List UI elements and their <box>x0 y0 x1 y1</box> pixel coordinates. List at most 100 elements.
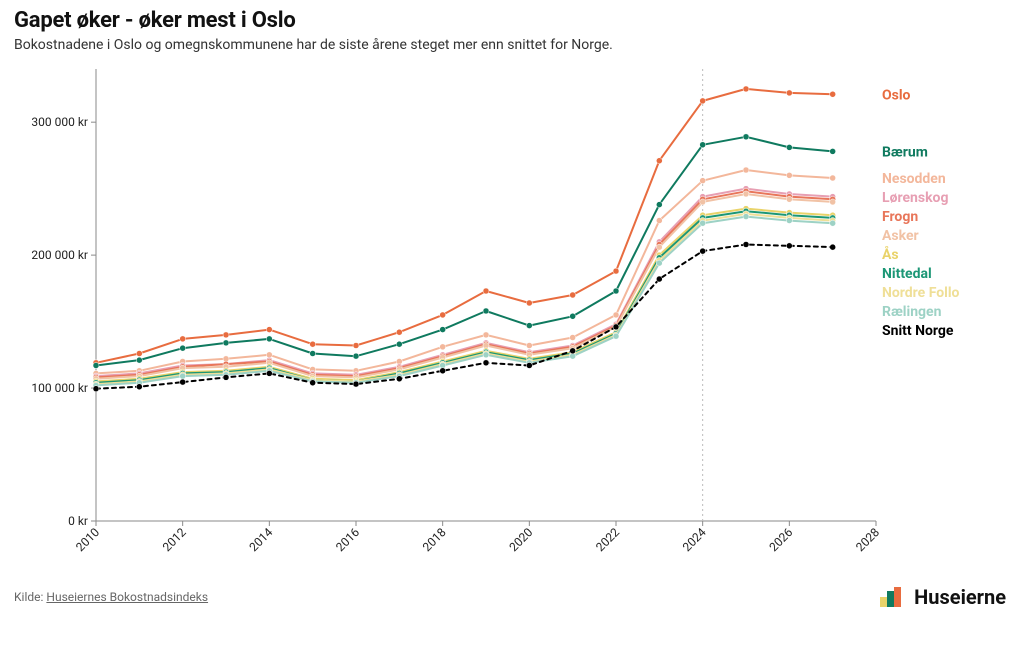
series-marker <box>700 248 706 254</box>
series-line <box>96 211 833 383</box>
x-tick-label: 2020 <box>506 525 535 554</box>
x-tick-label: 2016 <box>333 525 362 554</box>
series-marker <box>700 220 706 226</box>
legend-label: Frogn <box>882 209 918 225</box>
series-marker <box>483 332 489 338</box>
series-marker <box>223 374 229 380</box>
legend-label: Bærum <box>882 144 928 160</box>
series-marker <box>743 214 749 220</box>
series-marker <box>266 370 272 376</box>
line-chart-svg: 0 kr100 000 kr200 000 kr300 000 kr201020… <box>14 59 1006 579</box>
series-marker <box>310 350 316 356</box>
series-marker <box>786 144 792 150</box>
x-tick-label: 2014 <box>246 525 275 554</box>
series-marker <box>613 288 619 294</box>
legend-label: Nittedal <box>882 266 932 282</box>
series-marker <box>353 381 359 387</box>
series-marker <box>743 134 749 140</box>
series-marker <box>136 350 142 356</box>
brand-icon-bar-3 <box>894 587 901 607</box>
series-marker <box>440 312 446 318</box>
series-marker <box>700 199 706 205</box>
series-marker <box>223 340 229 346</box>
series-marker <box>570 313 576 319</box>
series-marker <box>310 380 316 386</box>
x-tick-label: 2022 <box>593 525 622 554</box>
series-marker <box>786 172 792 178</box>
series-marker <box>526 300 532 306</box>
x-tick-label: 2026 <box>766 525 795 554</box>
series-marker <box>526 343 532 349</box>
series-marker <box>700 142 706 148</box>
series-marker <box>830 220 836 226</box>
y-tick-label: 200 000 kr <box>31 248 88 262</box>
series-line <box>96 214 833 384</box>
series-marker <box>440 327 446 333</box>
series-marker <box>93 386 99 392</box>
series-marker <box>656 218 662 224</box>
series-marker <box>830 175 836 181</box>
legend-label: Lørenskog <box>882 190 948 206</box>
x-tick-label: 2028 <box>853 525 882 554</box>
series-marker <box>353 343 359 349</box>
series-marker <box>786 90 792 96</box>
series-marker <box>570 292 576 298</box>
series-marker <box>830 91 836 97</box>
series-marker <box>483 288 489 294</box>
series-marker <box>266 336 272 342</box>
series-marker <box>613 268 619 274</box>
series-marker <box>440 344 446 350</box>
series-line <box>96 194 833 379</box>
brand-name: Huseierne <box>914 585 1006 609</box>
series-marker <box>743 167 749 173</box>
series-marker <box>396 376 402 382</box>
series-marker <box>180 373 186 379</box>
series-marker <box>353 353 359 359</box>
series-marker <box>613 312 619 318</box>
series-marker <box>613 333 619 339</box>
series-marker <box>743 191 749 197</box>
series-marker <box>830 199 836 205</box>
y-tick-label: 0 kr <box>68 514 88 528</box>
series-marker <box>743 241 749 247</box>
source-link[interactable]: Huseiernes Bokostnadsindeks <box>46 590 208 604</box>
series-marker <box>656 158 662 164</box>
series-marker <box>526 362 532 368</box>
series-marker <box>440 368 446 374</box>
series-marker <box>396 341 402 347</box>
series-marker <box>656 260 662 266</box>
legend-label: Rælingen <box>882 304 942 320</box>
series-marker <box>526 323 532 329</box>
series-marker <box>483 352 489 358</box>
chart: 0 kr100 000 kr200 000 kr300 000 kr201020… <box>14 59 1006 579</box>
series-marker <box>656 244 662 250</box>
series-marker <box>136 357 142 363</box>
legend-label: Oslo <box>882 87 911 103</box>
series-marker <box>786 196 792 202</box>
x-tick-label: 2024 <box>680 525 709 554</box>
series-line <box>96 209 833 382</box>
series-marker <box>786 218 792 224</box>
legend-label: Asker <box>882 228 919 244</box>
series-marker <box>830 244 836 250</box>
series-line <box>96 137 833 366</box>
y-tick-label: 100 000 kr <box>31 381 88 395</box>
brand-logo: Huseierne <box>880 585 1006 609</box>
series-marker <box>830 148 836 154</box>
series-line <box>96 89 833 363</box>
series-line <box>96 191 833 377</box>
series-marker <box>743 86 749 92</box>
series-marker <box>700 98 706 104</box>
series-marker <box>656 202 662 208</box>
series-marker <box>570 335 576 341</box>
series-marker <box>180 379 186 385</box>
series-marker <box>700 178 706 184</box>
legend-label: Nesodden <box>882 171 946 187</box>
series-marker <box>483 360 489 366</box>
page-subtitle: Bokostnadene i Oslo og omegnskommunene h… <box>14 37 1006 53</box>
series-marker <box>223 332 229 338</box>
source-prefix: Kilde: <box>14 590 46 604</box>
x-tick-label: 2018 <box>420 525 449 554</box>
legend-label: Ås <box>882 245 899 263</box>
legend-label: Nordre Follo <box>882 285 960 301</box>
